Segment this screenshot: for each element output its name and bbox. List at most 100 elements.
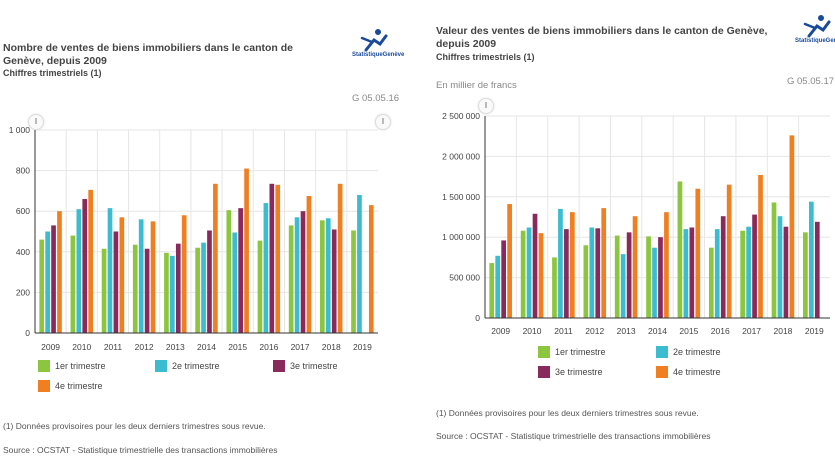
bar bbox=[569, 212, 575, 318]
legend-swatch bbox=[538, 346, 550, 358]
y-tick-label: 1 500 000 bbox=[442, 192, 480, 202]
chart-stamp: G 05.05.17 bbox=[787, 76, 835, 87]
bar bbox=[589, 227, 595, 318]
legend-swatch bbox=[273, 360, 285, 372]
bar bbox=[76, 209, 82, 333]
bar bbox=[164, 252, 169, 333]
bar bbox=[195, 247, 200, 333]
bar bbox=[257, 240, 263, 333]
legend-item[interactable]: 1er trimestre bbox=[38, 360, 106, 372]
bar bbox=[489, 263, 495, 318]
scroll-handle-left[interactable]: ‖ bbox=[28, 114, 44, 130]
bar bbox=[88, 189, 93, 333]
bar bbox=[526, 227, 532, 318]
x-tick-label: 2012 bbox=[585, 326, 604, 336]
bar bbox=[144, 248, 150, 333]
bar bbox=[564, 229, 569, 318]
bar bbox=[275, 184, 281, 333]
logo-text: StatistiqueGenève bbox=[795, 38, 835, 44]
bar bbox=[288, 225, 294, 333]
bar bbox=[777, 216, 783, 318]
chart-title: Nombre de ventes de biens immobiliers da… bbox=[3, 42, 293, 67]
chart-source: Source : OCSTAT - Statistique trimestrie… bbox=[436, 431, 711, 441]
bar bbox=[746, 226, 751, 318]
x-tick-label: 2009 bbox=[41, 342, 60, 352]
legend-item[interactable]: 3e trimestre bbox=[273, 360, 338, 372]
x-tick-label: 2017 bbox=[742, 326, 761, 336]
x-tick-label: 2018 bbox=[773, 326, 792, 336]
bar bbox=[119, 217, 125, 333]
bar bbox=[82, 199, 88, 333]
y-tick-label: 500 000 bbox=[449, 273, 480, 283]
scroll-handle-right[interactable]: ‖ bbox=[375, 114, 391, 130]
legend-item[interactable]: 1er trimestre bbox=[538, 346, 606, 358]
chart-unit-label: En millier de francs bbox=[436, 80, 517, 91]
bar bbox=[714, 229, 720, 318]
x-tick-label: 2010 bbox=[523, 326, 542, 336]
x-tick-label: 2010 bbox=[72, 342, 91, 352]
legend-swatch bbox=[38, 380, 50, 392]
bar bbox=[726, 184, 732, 318]
bar bbox=[752, 214, 757, 318]
bar bbox=[758, 174, 763, 318]
y-tick-label: 800 bbox=[16, 166, 30, 176]
bar bbox=[244, 168, 249, 333]
bar bbox=[337, 183, 343, 333]
bar bbox=[263, 203, 269, 333]
bar bbox=[181, 215, 187, 333]
x-tick-label: 2009 bbox=[491, 326, 510, 336]
bar bbox=[331, 229, 337, 333]
bar bbox=[269, 183, 275, 333]
chart-plot: 0 200 400 600 800 1 000 2009 2010 2011 2012 2013 20… bbox=[9, 125, 378, 352]
legend-item[interactable]: 4e trimestre bbox=[38, 380, 103, 392]
chart-panel-sales-count: Nombre de ventes de biens immobiliers da… bbox=[0, 0, 410, 467]
bar bbox=[626, 232, 632, 318]
bar bbox=[57, 211, 62, 333]
bar bbox=[783, 226, 789, 318]
bar bbox=[614, 235, 620, 318]
x-tick-label: 2015 bbox=[679, 326, 698, 336]
bar bbox=[306, 195, 312, 333]
bar bbox=[45, 231, 50, 333]
legend-item[interactable]: 3e trimestre bbox=[538, 366, 603, 378]
scroll-handle-left[interactable]: ‖ bbox=[478, 98, 494, 114]
chart-source: Source : OCSTAT - Statistique trimestrie… bbox=[3, 445, 278, 455]
legend-swatch bbox=[538, 366, 550, 378]
x-tick-label: 2011 bbox=[554, 326, 573, 336]
bar bbox=[357, 194, 362, 333]
bar bbox=[351, 230, 356, 333]
chart-footnote: (1) Données provisoires pour les deux de… bbox=[3, 421, 266, 431]
x-tick-label: 2013 bbox=[166, 342, 185, 352]
bar bbox=[495, 255, 501, 318]
logo-text: StatistiqueGenève bbox=[352, 52, 405, 58]
x-tick-label: 2019 bbox=[805, 326, 824, 336]
chart-subtitle: Chiffres trimestriels (1) bbox=[436, 52, 535, 62]
x-tick-label: 2014 bbox=[648, 326, 667, 336]
legend-label: 2e trimestre bbox=[673, 347, 721, 357]
chart-plot: 0 500 000 1 000 000 1 500 000 2 000 000 2 500… bbox=[442, 111, 830, 336]
chart-footnote: (1) Données provisoires pour les deux de… bbox=[436, 408, 699, 418]
legend-label: 2e trimestre bbox=[172, 361, 220, 371]
bar bbox=[652, 247, 657, 318]
x-tick-label: 2018 bbox=[322, 342, 341, 352]
x-tick-label: 2011 bbox=[104, 342, 123, 352]
statistique-geneve-logo: StatistiqueGenève bbox=[795, 14, 835, 54]
bar bbox=[150, 221, 156, 333]
bar bbox=[720, 216, 726, 318]
legend-item[interactable]: 2e trimestre bbox=[656, 346, 721, 358]
bar bbox=[558, 208, 563, 318]
legend-label: 3e trimestre bbox=[290, 361, 338, 371]
statistique-geneve-logo: StatistiqueGenève bbox=[352, 28, 412, 68]
legend-swatch bbox=[38, 360, 50, 372]
legend-item[interactable]: 2e trimestre bbox=[155, 360, 220, 372]
bar bbox=[740, 230, 746, 318]
legend-item[interactable]: 4e trimestre bbox=[656, 366, 721, 378]
bar bbox=[808, 201, 814, 318]
legend-label: 4e trimestre bbox=[673, 367, 721, 377]
y-tick-label: 0 bbox=[475, 313, 480, 323]
bar bbox=[238, 208, 243, 333]
bar bbox=[501, 240, 507, 318]
bar bbox=[320, 220, 325, 333]
bar bbox=[213, 183, 218, 333]
bar bbox=[595, 228, 601, 318]
